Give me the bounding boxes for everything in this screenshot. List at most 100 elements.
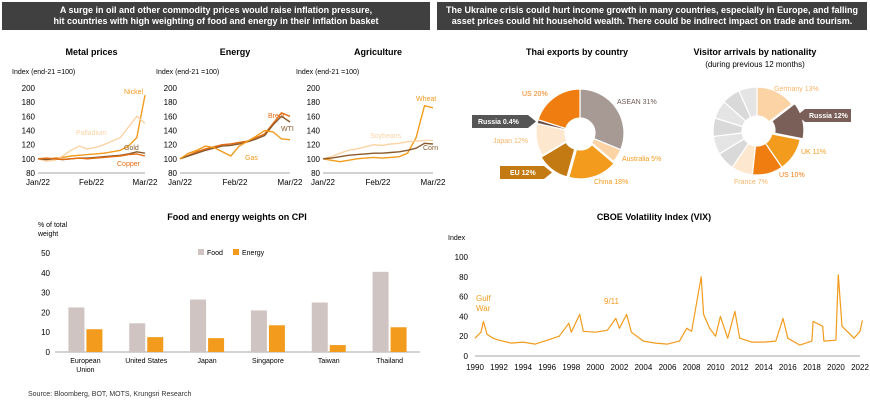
energy-ytick-label: 160	[164, 112, 178, 121]
metal-series-label: Gold	[124, 145, 139, 152]
banner-left: A surge in oil and other commodity price…	[2, 2, 430, 30]
energy-title: Energy	[220, 47, 251, 57]
food-energy-bar-energy	[208, 338, 225, 352]
vix-xtick-label: 1990	[466, 363, 484, 372]
agri-ytick-label: 80	[311, 169, 320, 178]
vix-xtick-label: 2008	[683, 363, 701, 372]
vix-xtick-label: 2016	[779, 363, 797, 372]
vix-annotation: 9/11	[604, 297, 620, 306]
exports-slice-label: Japan 12%	[493, 138, 528, 145]
exports-slice	[540, 141, 576, 178]
vix-ytick-label: 100	[455, 253, 469, 262]
food-energy-bar-food	[68, 307, 85, 352]
vix-ytick-label: 0	[464, 352, 469, 361]
food-energy-ylabel: weight	[37, 231, 58, 238]
agri-title: Agriculture	[354, 47, 402, 57]
metal-series-copper	[37, 153, 146, 161]
food-energy-ylabel: % of total	[38, 222, 68, 229]
energy-series-brent	[179, 111, 291, 160]
exports-slice	[579, 88, 625, 151]
vix-annotation: War	[476, 304, 491, 313]
food-energy-ytick-label: 20	[41, 308, 50, 317]
metal-xtick-label: Jan/22	[26, 178, 51, 187]
food-energy-bar-food	[190, 299, 207, 352]
energy-series-wti	[179, 115, 291, 160]
exports-title: Thai exports by country	[526, 47, 628, 57]
agri-ytick-label: 140	[307, 127, 321, 136]
energy-ytick-label: 140	[164, 127, 178, 136]
food-energy-bar-energy	[147, 337, 164, 352]
food-energy-category-label: Singapore	[252, 358, 284, 365]
banner-right-line-2: asset prices could hit household wealth.…	[451, 16, 853, 26]
food-energy-bar-energy	[86, 329, 103, 352]
energy-ylabel: Index (end-21 =100)	[156, 69, 219, 76]
agri-series-wheat	[322, 104, 434, 163]
energy-xtick-label: Mar/22	[278, 178, 303, 187]
food-energy-category-label: Union	[76, 367, 94, 374]
banner-right: The Ukraine crisis could hurt income gro…	[437, 2, 867, 30]
visitors-slice	[770, 102, 805, 140]
food-energy-bar-energy	[268, 325, 285, 352]
metal-xtick-label: Mar/22	[133, 178, 158, 187]
metal-ylabel: Index (end-21 =100)	[12, 69, 75, 76]
visitors-subtitle: (during previous 12 months)	[705, 60, 805, 69]
food-energy-bar-energy	[329, 345, 346, 352]
vix-xtick-label: 1996	[538, 363, 556, 372]
source-note: Source: Bloomberg, BOT, MOTS, Krungsri R…	[28, 391, 191, 398]
exports-slice-label: China 18%	[594, 179, 628, 186]
exports-callout-arrow	[528, 115, 536, 128]
food-energy-title: Food and energy weights on CPI	[167, 212, 307, 222]
energy-series-gas	[179, 129, 291, 160]
exports-slice-label: US 20%	[522, 91, 548, 98]
exports-slice	[537, 88, 581, 130]
energy-series-label: WTI	[281, 126, 294, 133]
vix-ytick-label: 20	[459, 332, 468, 341]
exports-slice-label: EU 12%	[510, 170, 536, 177]
food-energy-bar-energy	[390, 327, 407, 352]
vix-xtick-label: 2002	[610, 363, 628, 372]
exports-slice-label: Australia 5%	[622, 156, 661, 163]
agri-ytick-label: 200	[307, 84, 321, 93]
metal-ytick-label: 80	[26, 169, 35, 178]
metal-series-label: Nickel	[124, 89, 144, 96]
vix-xtick-label: 2018	[803, 363, 821, 372]
energy-ytick-label: 180	[164, 98, 178, 107]
visitors-title: Visitor arrivals by nationality	[694, 47, 817, 57]
food-energy-legend-swatch	[198, 249, 204, 255]
visitors-callout-arrow	[797, 109, 805, 122]
food-energy-category-label: European	[70, 358, 100, 365]
agri-series-corn	[322, 142, 434, 160]
energy-xtick-label: Jan/22	[168, 178, 193, 187]
agri-ytick-label: 160	[307, 112, 321, 121]
food-energy-ytick-label: 10	[41, 328, 50, 337]
food-energy-legend-swatch	[233, 249, 239, 255]
visitors-callout-box	[805, 109, 851, 122]
visitors-slice-label: Russia 12%	[809, 113, 849, 120]
agri-ylabel: Index (end-21 =100)	[296, 69, 359, 76]
vix-ytick-label: 60	[459, 293, 468, 302]
visitors-slice-label: UK 11%	[801, 149, 826, 156]
vix-xtick-label: 1994	[514, 363, 532, 372]
vix-xtick-label: 2006	[659, 363, 677, 372]
exports-slice	[590, 137, 622, 163]
vix-xtick-label: 1998	[562, 363, 580, 372]
energy-ytick-label: 200	[164, 84, 178, 93]
food-energy-bar-food	[129, 323, 146, 352]
metal-series-label: Copper	[117, 161, 141, 168]
agri-ytick-label: 100	[307, 155, 321, 164]
food-energy-ytick-label: 0	[46, 348, 51, 357]
vix-ytick-label: 40	[459, 312, 468, 321]
agri-series-label: Corn	[423, 145, 438, 152]
vix-xtick-label: 2010	[707, 363, 725, 372]
agri-ytick-label: 120	[307, 141, 321, 150]
vix-series-line	[474, 274, 863, 346]
vix-xtick-label: 2012	[731, 363, 749, 372]
metal-series-label: Palladium	[76, 130, 107, 137]
vix-ylabel: Index	[448, 235, 466, 242]
vix-title: CBOE Volatility Index (VIX)	[597, 212, 711, 222]
exports-slice-label: Russia 0.4%	[478, 119, 520, 126]
exports-slice	[568, 143, 615, 180]
energy-ytick-label: 120	[164, 141, 178, 150]
exports-slice-label: ASEAN 31%	[617, 99, 657, 106]
food-energy-bar-food	[250, 310, 267, 352]
